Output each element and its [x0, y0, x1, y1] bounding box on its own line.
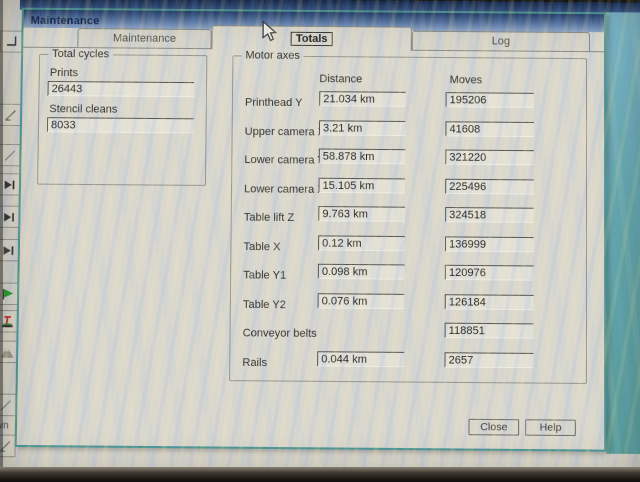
distance-field[interactable]: 0.098 km — [317, 263, 405, 280]
moves-field[interactable]: 321220 — [445, 149, 534, 166]
axis-label: Table Y1 — [243, 269, 287, 282]
axis-label: Upper camera X — [244, 125, 326, 139]
moves-field[interactable]: 324518 — [445, 207, 534, 223]
total-cycles-group: Total cycles Prints 26443 Stencil cleans… — [37, 47, 208, 186]
moves-field[interactable]: 2657 — [444, 352, 534, 369]
distance-column-header: Distance — [319, 73, 363, 86]
step-end-icon[interactable] — [0, 238, 20, 262]
moves-field[interactable]: 120976 — [444, 264, 534, 281]
distance-field[interactable]: 58.878 km — [318, 148, 406, 165]
maintenance-dialog: Maintenance Maintenance Totals Log Total… — [14, 7, 607, 452]
diagonal-line-icon[interactable] — [0, 103, 22, 127]
tab-label: Totals — [290, 31, 333, 46]
moves-field[interactable]: 126184 — [444, 294, 534, 311]
prints-label: Prints — [49, 66, 79, 80]
distance-field[interactable]: 0.044 km — [317, 351, 405, 368]
screen-bezel — [0, 467, 640, 482]
tab-maintenance[interactable]: Maintenance — [77, 28, 212, 49]
distance-field[interactable]: 15.105 km — [318, 177, 406, 194]
moves-field[interactable]: 41608 — [445, 121, 534, 138]
photo-edge — [0, 0, 3, 482]
prints-field[interactable]: 26443 — [47, 80, 195, 98]
axis-label: Lower camera Y — [244, 153, 325, 167]
stencil-cleans-label: Stencil cleans — [49, 103, 118, 116]
moves-field[interactable]: 118851 — [444, 322, 534, 339]
axis-label: Lower camera X — [244, 183, 325, 196]
green-flag-icon[interactable] — [0, 282, 19, 306]
diagonal-line-icon[interactable] — [0, 143, 21, 167]
axis-label: Table lift Z — [243, 211, 295, 225]
axis-label: Table X — [243, 240, 281, 254]
arrow-cursor-icon — [262, 20, 278, 48]
stencil-cleans-field[interactable]: 8033 — [46, 117, 194, 134]
moves-field[interactable]: 136999 — [444, 236, 534, 253]
moves-column-header: Moves — [449, 74, 483, 87]
help-button[interactable]: Help — [525, 419, 576, 437]
step-end-icon[interactable] — [0, 173, 21, 196]
axis-label: Table Y2 — [242, 298, 286, 312]
motor-axes-group: Motor axes Distance Moves Printhead Y 21… — [229, 49, 588, 384]
group-title: Motor axes — [241, 49, 305, 62]
axis-label: Printhead Y — [244, 96, 303, 110]
distance-field[interactable]: 0.12 km — [318, 235, 405, 252]
moves-field[interactable]: 225496 — [445, 178, 534, 195]
axis-label: Rails — [242, 356, 268, 370]
step-end-icon[interactable] — [0, 205, 20, 228]
dialog-title: Maintenance — [30, 14, 100, 28]
stencil-icon[interactable] — [0, 340, 18, 364]
axis-label: Conveyor belts — [242, 327, 317, 340]
distance-field[interactable]: 21.034 km — [319, 91, 406, 107]
app-background-panel — [606, 12, 640, 454]
corner-bracket-icon[interactable] — [0, 30, 23, 53]
distance-field[interactable]: 3.21 km — [318, 120, 406, 137]
distance-field[interactable]: 0.076 km — [317, 293, 405, 310]
moves-field[interactable]: 195206 — [445, 92, 534, 108]
tab-totals[interactable]: Totals — [211, 25, 412, 51]
group-title: Total cycles — [48, 47, 114, 61]
tab-label: Maintenance — [112, 32, 177, 45]
distance-field[interactable]: 9.763 km — [318, 206, 405, 222]
tab-label: Log — [491, 35, 511, 48]
close-button[interactable]: Close — [468, 418, 520, 436]
tab-log[interactable]: Log — [411, 30, 591, 52]
